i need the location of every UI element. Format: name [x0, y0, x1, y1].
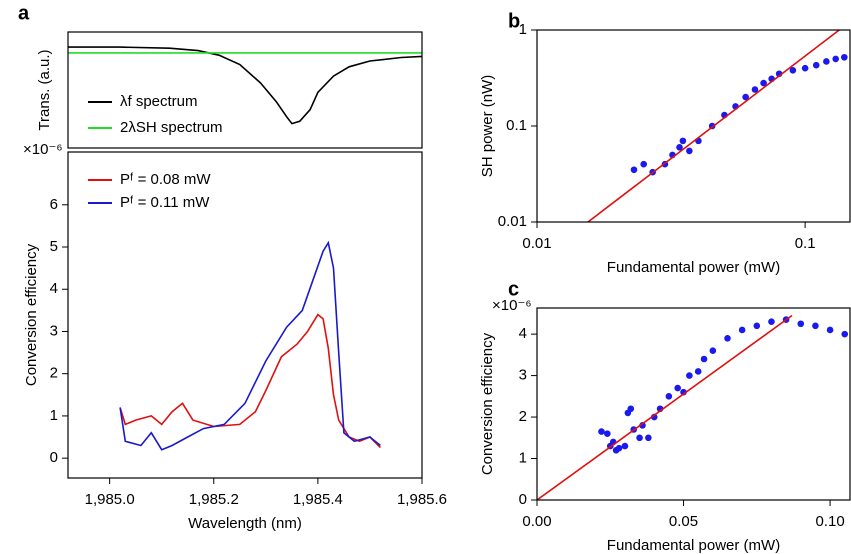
y-tick-label: 4 [50, 280, 58, 297]
data-point [812, 322, 819, 330]
y-tick-label: 1 [50, 407, 58, 424]
data-line [537, 314, 793, 500]
data-point [686, 372, 693, 379]
y-tick-label: 0 [50, 449, 58, 466]
data-point [674, 384, 681, 392]
y-axis-title: Conversion efficiency [479, 332, 496, 475]
y-tick-label: 0 [519, 491, 527, 508]
y-tick-label: 3 [519, 367, 527, 384]
y-tick-label: 0.01 [498, 213, 527, 230]
data-point [751, 86, 759, 93]
plot-area [587, 30, 848, 222]
x-axis-title: Wavelength (nm) [188, 515, 302, 532]
data-point [841, 53, 848, 61]
data-point [645, 434, 652, 442]
data-point [621, 442, 629, 450]
data-point [768, 318, 775, 325]
x-axis-title: Fundamental power (mW) [607, 259, 780, 276]
data-point [640, 160, 648, 168]
x-tick-label: 0.00 [522, 513, 551, 530]
data-point [615, 444, 623, 452]
data-point [812, 61, 820, 69]
plot-frame [67, 151, 423, 479]
data-point [738, 326, 746, 334]
x-tick-label: 0.10 [815, 513, 844, 530]
legend-label: λf spectrum [120, 93, 198, 110]
data-point [676, 143, 683, 151]
data-point [604, 430, 611, 437]
data-point [797, 320, 805, 328]
x-tick-label: 0.05 [669, 513, 698, 530]
data-point [801, 64, 809, 72]
plot-area [119, 240, 381, 451]
data-point [694, 368, 702, 375]
x-axis-title: Fundamental power (mW) [607, 537, 780, 554]
x-tick-label: 0.01 [522, 235, 551, 252]
y-tick-label: 5 [50, 238, 58, 255]
legend-label: Pᶠ = 0.08 mW [120, 171, 211, 188]
x-tick-label: 1,985.4 [293, 491, 343, 508]
plot-frame [536, 29, 851, 223]
y-multiplier: ×10⁻⁶ [492, 297, 532, 314]
data-point [742, 93, 749, 101]
data-point [680, 388, 687, 396]
data-line [119, 240, 381, 451]
data-line [68, 46, 422, 125]
panel-label: c [508, 278, 519, 300]
data-point [789, 67, 797, 74]
data-point [639, 422, 646, 429]
data-point [826, 326, 834, 334]
data-point [630, 166, 638, 174]
data-point [841, 330, 849, 338]
y-tick-label: 6 [50, 196, 58, 213]
data-point [679, 137, 687, 145]
y-tick-label: 2 [50, 365, 58, 382]
y-tick-label: 1 [519, 21, 527, 38]
y-axis-title: Conversion efficiency [23, 243, 40, 386]
legend-label: 2λSH spectrum [120, 119, 223, 136]
x-tick-label: 0.1 [795, 235, 816, 252]
data-point [709, 347, 717, 355]
x-tick-label: 1,985.6 [397, 491, 447, 508]
plot-frame [536, 307, 851, 501]
data-point [700, 355, 708, 363]
x-tick-label: 1,985.2 [189, 491, 239, 508]
plot-frame [67, 31, 423, 149]
data-point [760, 79, 767, 87]
y-tick-label: 3 [50, 322, 58, 339]
x-tick-label: 1,985.0 [85, 491, 135, 508]
plot-area [68, 46, 422, 125]
data-point [598, 428, 605, 435]
y-tick-label: 4 [519, 325, 527, 342]
data-line [119, 313, 381, 449]
legend-label: Pᶠ = 0.11 mW [120, 194, 210, 211]
data-point [724, 334, 731, 342]
data-point [636, 434, 643, 442]
y-tick-label: 2 [519, 408, 527, 425]
plot-area [537, 314, 849, 500]
data-point [832, 55, 839, 63]
data-line [587, 30, 840, 222]
y-axis-title: Trans. (a.u.) [36, 49, 53, 130]
y-tick-label: 1 [519, 450, 527, 467]
panel-label: b [508, 10, 520, 32]
data-point [665, 393, 673, 400]
y-multiplier: ×10⁻⁶ [23, 141, 63, 158]
data-point [686, 147, 693, 155]
data-point [823, 58, 830, 65]
data-point [753, 322, 761, 330]
panel-label: a [18, 2, 30, 24]
data-point [627, 405, 635, 413]
y-tick-label: 0.1 [506, 117, 527, 134]
y-axis-title: SH power (nW) [479, 75, 496, 178]
